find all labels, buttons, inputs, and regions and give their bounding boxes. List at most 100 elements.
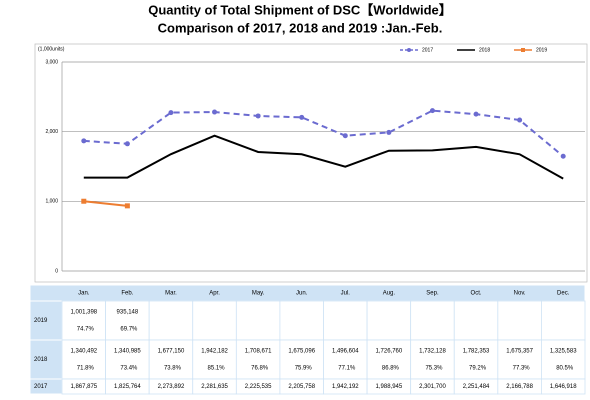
table-header: Apr. [209,291,220,297]
table-value: 1,942,192 [332,384,359,390]
table-value: 2,273,892 [158,384,185,390]
table-cell [323,300,368,341]
table-cell [410,339,455,380]
table-value: 1,677,150 [158,349,185,355]
y-tick-label: 2,000 [45,129,58,135]
table-cell [105,300,150,341]
table-value: 1,340,492 [70,349,97,355]
point [299,114,305,120]
table-value: 1,001,398 [70,310,97,316]
table-value: 1,726,760 [376,349,403,355]
table-value: 1,340,985 [114,349,141,355]
table-cell [366,339,412,380]
table-cell [192,339,237,380]
series-line [83,134,564,180]
point [342,133,348,139]
table-header: Aug. [383,291,396,297]
legend-label: 2017 [422,47,433,53]
table-row-label: 2017 [34,384,48,390]
table-value: 2,225,535 [245,384,272,390]
table-cell [148,300,194,341]
table-value: 1,675,096 [288,349,315,355]
chart-frame [34,43,588,283]
table-pct: 86.8% [382,366,400,372]
table-pct: 75.3% [425,366,443,372]
table-value: 2,205,758 [288,384,315,390]
table-cell [453,339,499,380]
table-pct: 71.8% [77,366,95,372]
legend-label: 2019 [536,47,547,53]
y-tick-label: 1,000 [45,199,58,205]
table-cell [105,339,150,380]
table-value: 1,988,945 [376,384,403,390]
legend-label: 2018 [479,47,490,53]
table-pct: 76.8% [251,366,269,372]
table-header: Nov. [514,291,526,297]
table-cell [148,339,194,380]
table-value: 1,825,764 [114,384,141,390]
legend-marker [521,48,525,52]
table-value: 935,148 [117,310,139,316]
series-line [83,200,128,207]
legend-marker [407,48,411,52]
table-pct: 73.4% [120,366,138,372]
table-cell [279,300,324,341]
table-header: Jun. [296,291,308,297]
table-value: 1,867,875 [70,384,97,390]
table-pct: 77.1% [338,366,356,372]
table-value: 2,251,484 [463,384,490,390]
table-value: 1,325,583 [550,349,577,355]
table-pct: 79.2% [469,366,487,372]
table-pct: 80.5% [556,366,574,372]
table-cell [453,300,499,341]
point [124,141,130,147]
table-cell [235,339,281,380]
chart-subtitle: Comparison of 2017, 2018 and 2019 :Jan.-… [158,20,443,35]
table-header: Jul. [341,291,351,297]
point [212,109,218,115]
table-header: Dec. [557,291,570,297]
table-pct: 85.1% [208,366,226,372]
y-axis-label: (1,000units) [38,46,65,52]
series-line [83,109,564,158]
point [560,153,566,159]
table-header: May. [252,291,265,297]
table-cell [541,378,586,395]
point [81,198,87,204]
table-pct: 74.7% [77,327,95,333]
table-cell [497,300,542,341]
table-cell [279,339,324,380]
table-cell [541,339,586,380]
point [473,111,479,117]
table-pct: 69.7% [120,327,138,333]
table-header: Feb. [121,291,133,297]
table-header: Sep. [426,291,439,297]
y-tick-label: 0 [55,268,58,274]
table-header: Oct. [471,291,482,297]
table-value: 1,732,128 [419,349,446,355]
table-row-label: 2018 [34,357,48,363]
table-value: 2,301,700 [419,384,446,390]
table-cell [541,300,586,341]
table-header: Mar. [165,291,177,297]
table-cell [410,300,455,341]
table-header-bg [29,284,586,302]
table-header: Jan. [78,291,90,297]
table-pct: 77.3% [513,366,531,372]
table-pct: 75.9% [295,366,313,372]
table-cell [497,339,542,380]
table-value: 1,646,918 [550,384,577,390]
table-pct: 73.8% [164,366,182,372]
table-cell [61,300,106,341]
table-row-label: 2019 [34,318,48,324]
point [124,203,130,209]
table-cell [366,300,412,341]
table-value: 1,675,357 [506,349,533,355]
table-cell [192,300,237,341]
point [517,117,523,123]
chart-title: Quantity of Total Shipment of DSC【Worldw… [148,2,452,17]
table-value: 2,166,788 [506,384,533,390]
point [429,108,435,114]
point [168,110,174,116]
